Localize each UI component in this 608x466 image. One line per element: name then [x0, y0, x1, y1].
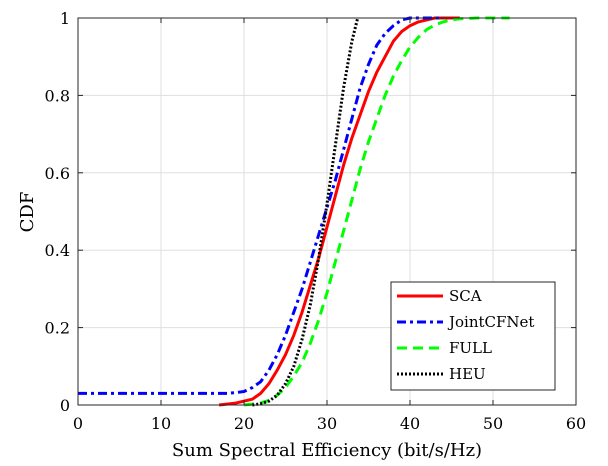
legend-label-heu: HEU	[449, 365, 486, 383]
series-layer	[78, 16, 510, 407]
legend-label-sca: SCA	[449, 287, 482, 305]
x-tick-label: 60	[566, 414, 586, 433]
series-line-jointcfnet	[78, 16, 444, 395]
x-tick-label: 50	[483, 414, 503, 433]
y-tick-label: 0.6	[45, 164, 70, 183]
y-tick-label: 0.2	[45, 319, 70, 338]
y-axis-title: CDF	[17, 192, 38, 233]
x-tick-label: 0	[73, 414, 83, 433]
series-line-sca	[218, 16, 460, 407]
x-tick-labels: 0 10 20 30 40 50 60	[73, 414, 586, 433]
y-tick-label: 0.4	[45, 241, 70, 260]
x-tick-label: 20	[234, 414, 254, 433]
y-tick-labels: 0 0.2 0.4 0.6 0.8 1	[45, 9, 70, 415]
axis-ticks	[77, 17, 577, 406]
x-tick-label: 30	[317, 414, 337, 433]
x-tick-label: 10	[151, 414, 171, 433]
y-tick-label: 0.8	[45, 86, 70, 105]
y-tick-label: 0	[60, 396, 70, 415]
legend-label-jointcfnet: JointCFNet	[447, 313, 534, 331]
x-tick-label: 40	[400, 414, 420, 433]
y-tick-label: 1	[60, 9, 70, 28]
legend-label-full: FULL	[449, 339, 492, 357]
legend: SCA JointCFNet FULL HEU	[390, 281, 556, 391]
legend-box	[390, 281, 556, 391]
x-axis-title: Sum Spectral Efficiency (bit/s/Hz)	[172, 440, 482, 461]
series-line-full	[243, 16, 510, 407]
